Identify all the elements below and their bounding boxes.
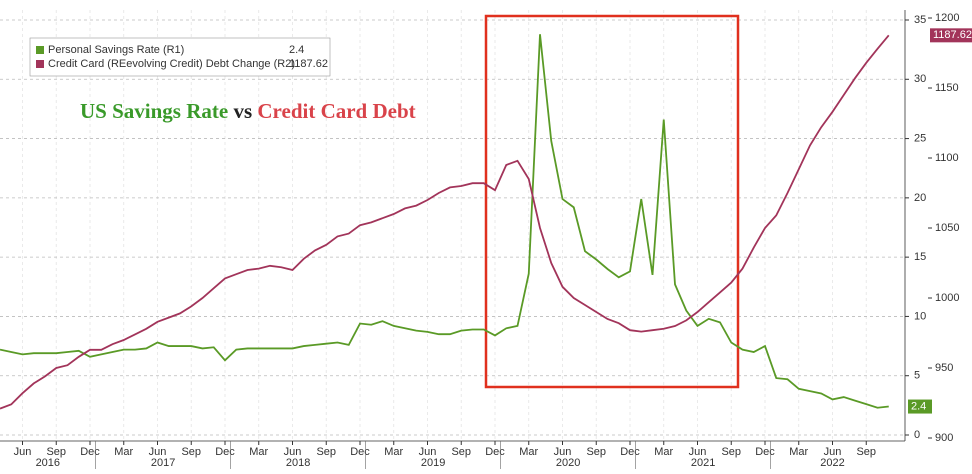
value-tag-label: 2.4 <box>911 400 926 412</box>
lines <box>0 34 890 410</box>
title-part: Credit Card Debt <box>257 99 415 123</box>
x-tick-label: Sep <box>46 446 66 458</box>
x-tick-label: Sep <box>451 446 471 458</box>
y-tick-label: 15 <box>914 251 926 263</box>
x-tick-label: Sep <box>856 446 876 458</box>
axes: 0 5 10 15 20 25 30 35 900 950 1000 1050 1100 1150 1200… <box>14 12 972 469</box>
y-tick-label: 5 <box>914 370 920 382</box>
x-tick-label: Jun <box>149 446 167 458</box>
y2-tick-label: 900 <box>935 432 953 444</box>
value-tag-label: 1187.62 <box>933 29 972 41</box>
x-tick-label: Sep <box>586 446 606 458</box>
year-label: 2021 <box>691 457 715 469</box>
legend-entries: Personal Savings Rate (R1) 2.4 Credit Card… <box>36 44 328 70</box>
x-tick-label: Jun <box>419 446 437 458</box>
legend-value: 2.4 <box>289 44 304 56</box>
x-tick-label: Jun <box>554 446 572 458</box>
y2-tick-label: 1150 <box>935 82 959 94</box>
year-label: 2017 <box>151 457 175 469</box>
y-tick-label: 35 <box>914 14 926 26</box>
y2-tick-label: 1000 <box>935 292 959 304</box>
x-tick-label: Mar <box>519 446 538 458</box>
chart-title: US Savings Rate vs Credit Card Debt <box>80 99 416 123</box>
x-tick-label: Dec <box>350 446 370 458</box>
series-line <box>0 34 889 409</box>
x-tick-label: Dec <box>620 446 640 458</box>
x-tick-label: Sep <box>181 446 201 458</box>
x-tick-label: Mar <box>789 446 808 458</box>
legend-swatch <box>36 46 44 54</box>
x-tick-label: Dec <box>485 446 505 458</box>
series-line <box>0 34 890 410</box>
x-tick-label: Jun <box>284 446 302 458</box>
y2-tick-label: 1100 <box>935 152 959 164</box>
legend-swatch <box>36 60 44 68</box>
y-tick-label: 0 <box>914 429 920 441</box>
y-tick-label: 10 <box>914 310 926 322</box>
y-tick-label: 20 <box>914 192 926 204</box>
value-tag <box>908 399 932 414</box>
legend-value: 1187.62 <box>289 58 328 70</box>
title-part: US Savings Rate <box>80 99 228 123</box>
y2-tick-label: 1050 <box>935 222 959 234</box>
year-label: 2020 <box>556 457 580 469</box>
year-label: 2016 <box>36 457 60 469</box>
legend <box>29 37 331 77</box>
legend-label: Personal Savings Rate (R1) <box>48 44 184 56</box>
x-tick-label: Mar <box>249 446 268 458</box>
y2-tick-label: 1200 <box>935 12 959 24</box>
year-label: 2022 <box>820 457 844 469</box>
x-tick-label: Mar <box>384 446 403 458</box>
x-tick-label: Dec <box>215 446 235 458</box>
x-tick-label: Mar <box>114 446 133 458</box>
y2-tick-label: 950 <box>935 362 953 374</box>
x-tick-label: Dec <box>755 446 775 458</box>
x-tick-label: Mar <box>654 446 673 458</box>
x-tick-label: Jun <box>14 446 32 458</box>
y-tick-label: 25 <box>914 132 926 144</box>
grid <box>0 10 905 441</box>
x-tick-label: Jun <box>689 446 707 458</box>
x-tick-label: Sep <box>316 446 336 458</box>
x-tick-label: Dec <box>80 446 100 458</box>
year-label: 2019 <box>421 457 445 469</box>
x-tick-label: Sep <box>721 446 741 458</box>
legend-label: Credit Card (REevolving Credit) Debt Cha… <box>48 58 295 70</box>
x-tick-label: Jun <box>824 446 842 458</box>
value-tag <box>930 28 972 43</box>
highlight-box <box>484 14 740 389</box>
year-label: 2018 <box>286 457 310 469</box>
y-tick-label: 30 <box>914 73 926 85</box>
title-part: vs <box>233 99 252 123</box>
